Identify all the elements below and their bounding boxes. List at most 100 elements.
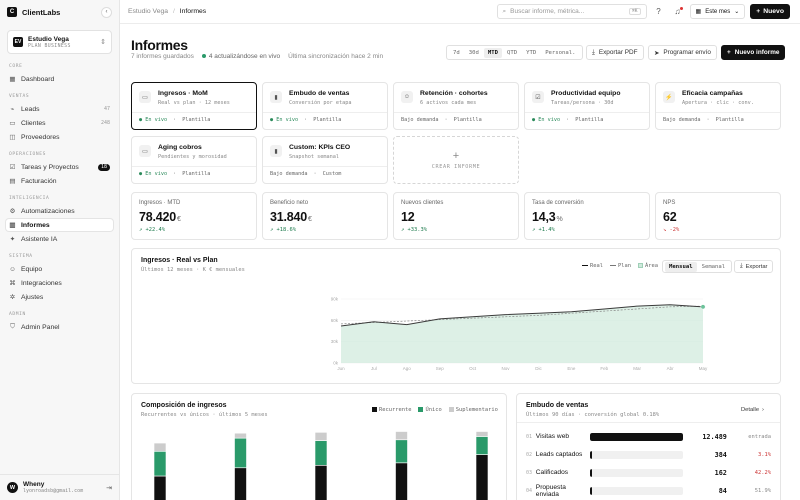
funnel-card: Embudo de ventas Últimos 90 días · conve… — [516, 393, 781, 500]
breadcrumb-parent[interactable]: Estudio Vega — [128, 8, 169, 15]
legend-swatch — [372, 407, 377, 412]
period-selector[interactable]: ▦ Este mes ⌄ — [689, 4, 746, 19]
range-mtd[interactable]: MTD — [483, 47, 502, 58]
x-tick-label: Jul — [371, 366, 377, 371]
report-status: ● En vivo — [532, 117, 561, 123]
workspace-name: Estudio Vega — [28, 35, 69, 43]
funnel-stage: Leads captados — [535, 451, 583, 459]
x-tick-label: Jun — [337, 366, 345, 371]
sidebar-item-equipo[interactable]: ☺ Equipo — [6, 263, 113, 275]
report-footer: ● En vivo · Plantilla — [532, 117, 603, 123]
live-count-label: 4 actualizándose en vivo — [208, 53, 281, 60]
sidebar-item-admin-panel[interactable]: ⛉ Admin Panel — [6, 321, 113, 333]
invoice-icon: ▤ — [9, 178, 16, 185]
funnel-index: 01 — [526, 434, 533, 440]
report-type: Plantilla — [453, 117, 482, 123]
sidebar-item-ajustes[interactable]: ✲ Ajustes — [6, 291, 113, 303]
footer-separator: · — [313, 171, 317, 177]
notifications-button[interactable]: ♫ — [671, 5, 685, 19]
x-tick-label: Feb — [600, 366, 608, 371]
mode-monthly[interactable]: Mensual — [665, 261, 697, 272]
page-subtitle: 7 informes guardados 4 actualizándose en… — [131, 53, 383, 60]
report-status-label: En vivo — [145, 171, 168, 177]
sidebar-item-leads[interactable]: ⌁ Leads 47 — [6, 103, 113, 115]
sidebar-item-automatizaciones[interactable]: ⚙ Automatizaciones — [6, 205, 113, 217]
report-card-campaigns[interactable]: ⚡ Eficacia campañas Apertura · clic · co… — [655, 82, 781, 130]
footer-separator: · — [173, 117, 177, 123]
report-card-revenue[interactable]: ▭ Ingresos · MoM Real vs plan · 12 meses… — [131, 82, 257, 130]
range-qtd[interactable]: QTD — [506, 49, 518, 56]
funnel-bar-fill — [589, 487, 592, 495]
chart-subtitle: Últimos 90 días · conversión global 0.18… — [526, 412, 660, 418]
main-content: Estudio Vega / Informes ⌕ Buscar informe… — [120, 0, 800, 500]
chart-export-button[interactable]: ⤓ Exportar — [734, 260, 774, 273]
sidebar-item-label: Ajustes — [21, 293, 44, 301]
new-report-button[interactable]: + Nuevo informe — [721, 45, 786, 60]
workspace-switcher[interactable]: EV Estudio Vega PLAN BUSINESS ⇕ — [7, 30, 112, 54]
range-custom[interactable]: Personal. — [545, 49, 576, 56]
y-tick-label: 30k — [331, 339, 339, 344]
logout-icon[interactable]: ⇥ — [106, 484, 112, 492]
report-subtitle: Tareas/persona · 30d — [551, 100, 614, 106]
chart-export-label: Exportar — [745, 263, 768, 270]
collapse-sidebar-button[interactable]: ‹ — [101, 6, 112, 18]
x-tick-label: Ene — [567, 366, 576, 371]
chevron-updown-icon: ⇕ — [100, 39, 106, 46]
funnel-details-button[interactable]: Detalle › — [736, 403, 769, 416]
providers-icon: ◫ — [9, 134, 16, 141]
report-card-custom-kpis[interactable]: ▮ Custom: KPIs CEO Snapshot semanal Bajo… — [262, 136, 388, 184]
bell-icon: ♫ — [674, 7, 681, 16]
search-input[interactable]: ⌕ Buscar informe, métrica... ⌘K — [496, 4, 647, 19]
kpi-card-nps: NPS 62 ↘ -2% — [655, 192, 781, 240]
kpi-delta: ↗ +18.6% — [270, 227, 296, 233]
sidebar-item-facturacion[interactable]: ▤ Facturación — [6, 175, 113, 187]
sidebar-item-tareas[interactable]: ☑ Tareas y Proyectos 18 — [6, 161, 113, 173]
chart-subtitle: Recurrentes vs únicos · últimos 5 meses — [141, 412, 268, 418]
legend-label: Área — [644, 263, 658, 269]
sidebar-item-label: Proveedores — [21, 133, 60, 141]
plus-icon: + — [452, 150, 460, 162]
divider — [517, 422, 780, 423]
sidebar-item-clientes[interactable]: ▭ Clientes 248 — [6, 117, 113, 129]
user-profile[interactable]: W Wheny lyonroadsb@gmail.com ⇥ — [0, 474, 119, 500]
report-status-label: En vivo — [276, 117, 299, 123]
range-ytd[interactable]: YTD — [526, 49, 537, 56]
sidebar-item-dashboard[interactable]: ▦ Dashboard — [6, 73, 113, 85]
report-card-productivity[interactable]: ☑ Productividad equipo Tareas/persona · … — [524, 82, 650, 130]
funnel-row: 03 Calificados 162 42.2% — [517, 464, 780, 482]
sidebar-item-asistente-ia[interactable]: ✦ Asistente IA — [6, 233, 113, 245]
sidebar-item-label: Informes — [21, 221, 50, 229]
new-button-label: Nuevo — [763, 8, 784, 15]
sidebar-item-label: Leads — [21, 105, 40, 113]
plus-icon: + — [727, 49, 731, 56]
legend-label: Recurrente — [379, 407, 412, 413]
sidebar-item-integraciones[interactable]: ⌘ Integraciones — [6, 277, 113, 289]
report-card-aging[interactable]: ▭ Aging cobros Pendientes y morosidad ● … — [131, 136, 257, 184]
divider — [394, 112, 518, 113]
funnel-bar-fill — [589, 433, 683, 441]
clients-count: 248 — [100, 120, 110, 126]
help-button[interactable]: ? — [652, 5, 666, 19]
sidebar-item-proveedores[interactable]: ◫ Proveedores — [6, 131, 113, 143]
export-pdf-button[interactable]: ⤓ Exportar PDF — [586, 45, 644, 60]
download-icon: ⤓ — [592, 48, 595, 56]
mode-weekly[interactable]: Semanal — [701, 263, 726, 270]
sidebar-item-informes[interactable]: ▥ Informes — [6, 219, 113, 231]
report-title: Aging cobros — [158, 144, 202, 151]
create-report-card[interactable]: + CREAR INFORME — [393, 136, 519, 184]
schedule-button[interactable]: ➤ Programar envío — [648, 45, 717, 60]
legend-label: Real — [590, 263, 603, 269]
range-7d[interactable]: 7d — [453, 49, 460, 56]
report-card-funnel[interactable]: ▮ Embudo de ventas Conversión por etapa … — [262, 82, 388, 130]
bar-segment-único — [153, 450, 167, 477]
report-type: Custom — [322, 171, 342, 177]
calendar-icon: ▦ — [695, 9, 702, 15]
saved-count: 7 informes guardados — [131, 53, 194, 60]
legend-area: Área — [637, 263, 658, 269]
range-30d[interactable]: 30d — [468, 49, 479, 56]
new-button[interactable]: + Nuevo — [750, 4, 790, 19]
report-card-retention[interactable]: ☺ Retención · cohortes 6 activos cada me… — [393, 82, 519, 130]
legend-swatch — [448, 407, 454, 412]
legend-label: Suplementario — [455, 407, 498, 413]
kpi-label: Ingresos · MTD — [139, 200, 181, 206]
